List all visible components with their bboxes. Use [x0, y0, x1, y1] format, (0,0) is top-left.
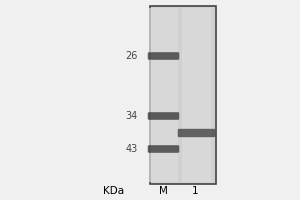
Text: 34: 34	[126, 111, 138, 121]
FancyBboxPatch shape	[148, 112, 179, 120]
Text: 26: 26	[126, 51, 138, 61]
Text: M: M	[159, 186, 168, 196]
Bar	[149, 8, 178, 182]
Text: KDa: KDa	[103, 186, 124, 196]
FancyBboxPatch shape	[148, 145, 179, 153]
Bar	[150, 6, 216, 184]
FancyBboxPatch shape	[178, 129, 215, 137]
Text: 1: 1	[192, 186, 198, 196]
Text: 43: 43	[126, 144, 138, 154]
Bar	[182, 8, 211, 182]
FancyBboxPatch shape	[148, 52, 179, 60]
